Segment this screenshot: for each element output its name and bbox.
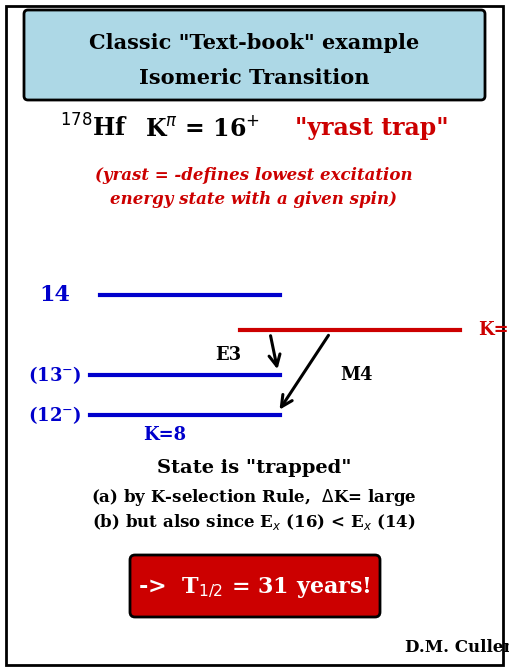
Text: D.M. Cullen: D.M. Cullen bbox=[405, 639, 509, 656]
Text: ->  T$_{1/2}$ = 31 years!: -> T$_{1/2}$ = 31 years! bbox=[137, 576, 371, 601]
Text: "yrast trap": "yrast trap" bbox=[295, 116, 448, 140]
Text: $^{178}$Hf: $^{178}$Hf bbox=[60, 114, 128, 142]
FancyBboxPatch shape bbox=[130, 555, 380, 617]
Text: Isomeric Transition: Isomeric Transition bbox=[139, 68, 369, 88]
Text: K=8: K=8 bbox=[144, 426, 187, 444]
Text: (yrast = -defines lowest excitation: (yrast = -defines lowest excitation bbox=[95, 166, 413, 183]
Text: (13$^{-}$): (13$^{-}$) bbox=[28, 364, 82, 386]
Text: (12$^{-}$): (12$^{-}$) bbox=[28, 404, 82, 426]
Text: K=I=16: K=I=16 bbox=[478, 321, 509, 339]
Text: (a) by K-selection Rule,  $\Delta$K= large: (a) by K-selection Rule, $\Delta$K= larg… bbox=[91, 488, 417, 509]
Text: (b) but also since E$_x$ (16) < E$_x$ (14): (b) but also since E$_x$ (16) < E$_x$ (1… bbox=[92, 512, 416, 532]
Text: 14: 14 bbox=[40, 284, 70, 306]
Text: M4: M4 bbox=[340, 366, 373, 384]
Text: State is "trapped": State is "trapped" bbox=[157, 459, 351, 477]
Text: E3: E3 bbox=[215, 346, 241, 364]
FancyBboxPatch shape bbox=[24, 10, 485, 100]
Text: Classic "Text-book" example: Classic "Text-book" example bbox=[89, 33, 419, 53]
Text: energy state with a given spin): energy state with a given spin) bbox=[110, 191, 398, 209]
Text: K$^{\pi}$ = 16$^{+}$: K$^{\pi}$ = 16$^{+}$ bbox=[145, 115, 260, 140]
